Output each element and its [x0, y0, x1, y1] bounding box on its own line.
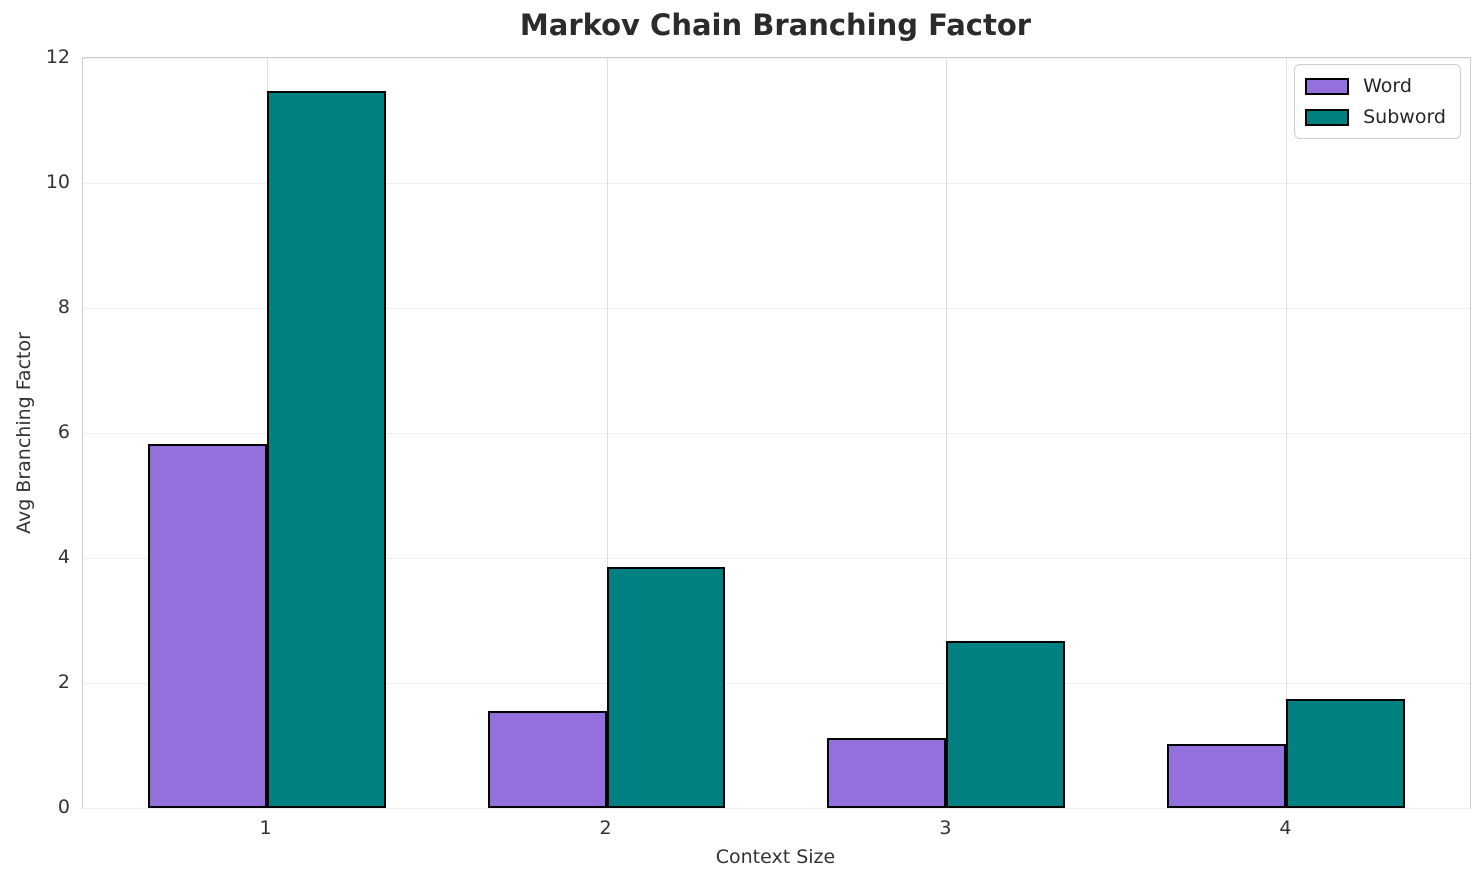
y-tick-label: 12: [45, 46, 70, 68]
x-tick-label: 3: [939, 817, 952, 839]
gridline-horizontal: [83, 58, 1470, 59]
chart-title: Markov Chain Branching Factor: [519, 8, 1032, 42]
gridline-horizontal: [83, 558, 1470, 559]
legend-item-subword: Subword: [1305, 105, 1446, 129]
x-tick-label: 2: [599, 817, 612, 839]
y-tick-label: 0: [57, 796, 70, 818]
gridline-vertical: [1286, 58, 1288, 808]
legend: Word Subword: [1294, 64, 1461, 139]
bar-subword-context-4: [1286, 699, 1406, 808]
gridline-horizontal: [83, 183, 1470, 184]
y-tick-label: 6: [57, 421, 70, 443]
bar-word-context-2: [487, 710, 607, 808]
y-axis-label: Avg Branching Factor: [13, 332, 35, 534]
gridline-vertical: [606, 58, 608, 808]
x-axis-label: Context Size: [715, 846, 836, 868]
gridline-horizontal: [83, 808, 1470, 809]
gridline-vertical: [946, 58, 948, 808]
x-tick-label: 4: [1279, 817, 1292, 839]
legend-swatch-word-icon: [1305, 77, 1350, 95]
legend-swatch-subword-icon: [1305, 108, 1350, 126]
bar-subword-context-2: [606, 566, 726, 808]
legend-label-word: Word: [1363, 75, 1412, 97]
gridline-horizontal: [83, 683, 1470, 684]
y-tick-label: 4: [57, 546, 70, 568]
bar-word-context-3: [827, 738, 947, 808]
bar-subword-context-3: [946, 641, 1066, 808]
gridline-horizontal: [83, 308, 1470, 309]
bar-subword-context-1: [266, 90, 386, 808]
legend-label-subword: Subword: [1363, 106, 1446, 128]
bar-word-context-4: [1167, 743, 1287, 808]
y-tick-label: 10: [45, 171, 70, 193]
plot-area: Word Subword: [82, 57, 1471, 809]
x-tick-label: 1: [259, 817, 272, 839]
y-tick-label: 2: [57, 671, 70, 693]
legend-item-word: Word: [1305, 74, 1446, 98]
bar-word-context-1: [147, 444, 267, 808]
gridline-horizontal: [83, 433, 1470, 434]
y-tick-label: 8: [57, 296, 70, 318]
